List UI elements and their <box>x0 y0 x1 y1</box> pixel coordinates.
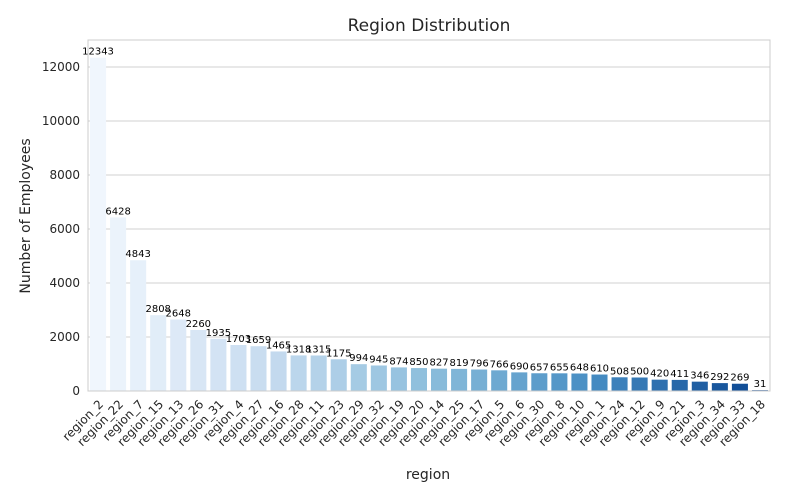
bar <box>731 383 748 391</box>
bar <box>90 57 107 391</box>
data-label: 690 <box>510 361 529 372</box>
data-label: 2808 <box>145 304 170 315</box>
data-label: 874 <box>389 356 408 367</box>
y-tick-label: 2000 <box>49 330 80 344</box>
data-label: 796 <box>470 359 489 370</box>
data-label: 346 <box>690 371 709 382</box>
bar <box>370 365 387 391</box>
data-label: 827 <box>429 358 448 369</box>
y-tick-label: 12000 <box>42 60 80 74</box>
data-label: 500 <box>630 367 649 378</box>
data-label: 1659 <box>246 335 271 346</box>
bar <box>431 368 448 391</box>
bar <box>170 319 187 391</box>
data-label: 819 <box>450 358 469 369</box>
plot-frame <box>87 39 771 392</box>
bar <box>150 315 167 391</box>
bar <box>691 381 708 391</box>
y-axis-title: Number of Employees <box>18 138 34 293</box>
bar <box>210 338 227 391</box>
data-label: 2260 <box>186 319 211 330</box>
y-tick-label: 8000 <box>49 168 80 182</box>
bar <box>310 355 327 391</box>
bar <box>551 373 568 391</box>
bar <box>110 217 127 391</box>
data-label: 2648 <box>166 309 191 320</box>
bar <box>531 373 548 391</box>
bar <box>250 346 267 391</box>
bar <box>451 368 468 391</box>
y-tick-label: 10000 <box>42 114 80 128</box>
data-label: 1465 <box>266 340 291 351</box>
y-axis-ticks: 0 2000 4000 6000 8000 10000 12000 <box>42 60 80 398</box>
y-tick-label: 6000 <box>49 222 80 236</box>
bar <box>571 373 588 391</box>
bar <box>350 364 367 391</box>
bar <box>190 329 207 391</box>
bar <box>290 355 307 391</box>
y-tick-label: 0 <box>72 384 80 398</box>
bar <box>491 370 508 391</box>
data-label: 6428 <box>105 206 130 217</box>
data-label: 657 <box>530 362 549 373</box>
bar <box>471 369 488 391</box>
data-label: 508 <box>610 366 629 377</box>
data-label: 648 <box>570 363 589 374</box>
data-labels: 12343 6428 4843 280826482260193517031659146… <box>82 47 766 390</box>
data-label: 269 <box>730 373 749 384</box>
bar <box>651 379 668 391</box>
data-label: 411 <box>670 369 689 380</box>
data-label: 12343 <box>82 47 114 58</box>
bar <box>591 374 608 391</box>
y-tick-label: 4000 <box>49 276 80 290</box>
data-label: 945 <box>369 354 388 365</box>
bar <box>611 377 628 391</box>
data-label: 31 <box>754 379 767 390</box>
bar <box>390 367 407 391</box>
x-axis-title: region <box>406 467 450 483</box>
data-label: 655 <box>550 362 569 373</box>
bar <box>410 368 427 391</box>
chart-title: Region Distribution <box>348 16 511 36</box>
bar <box>270 351 287 391</box>
bar <box>330 359 347 391</box>
bar <box>230 345 247 391</box>
bar <box>631 377 648 391</box>
data-label: 420 <box>650 369 669 380</box>
data-label: 1703 <box>226 334 251 345</box>
data-label: 4843 <box>125 249 150 260</box>
x-axis-ticks: region_2region_22region_7region_15region… <box>60 397 768 449</box>
data-label: 292 <box>710 372 729 383</box>
bar <box>130 260 147 391</box>
data-label: 766 <box>490 359 509 370</box>
data-label: 994 <box>349 353 368 364</box>
bars <box>90 57 768 391</box>
data-label: 1175 <box>326 348 351 359</box>
data-label: 610 <box>590 364 609 375</box>
bar <box>671 379 688 391</box>
bar <box>711 383 728 391</box>
data-label: 1315 <box>306 344 331 355</box>
data-label: 1935 <box>206 328 231 339</box>
bar <box>511 372 528 391</box>
data-label: 1318 <box>286 344 311 355</box>
data-label: 850 <box>409 357 428 368</box>
